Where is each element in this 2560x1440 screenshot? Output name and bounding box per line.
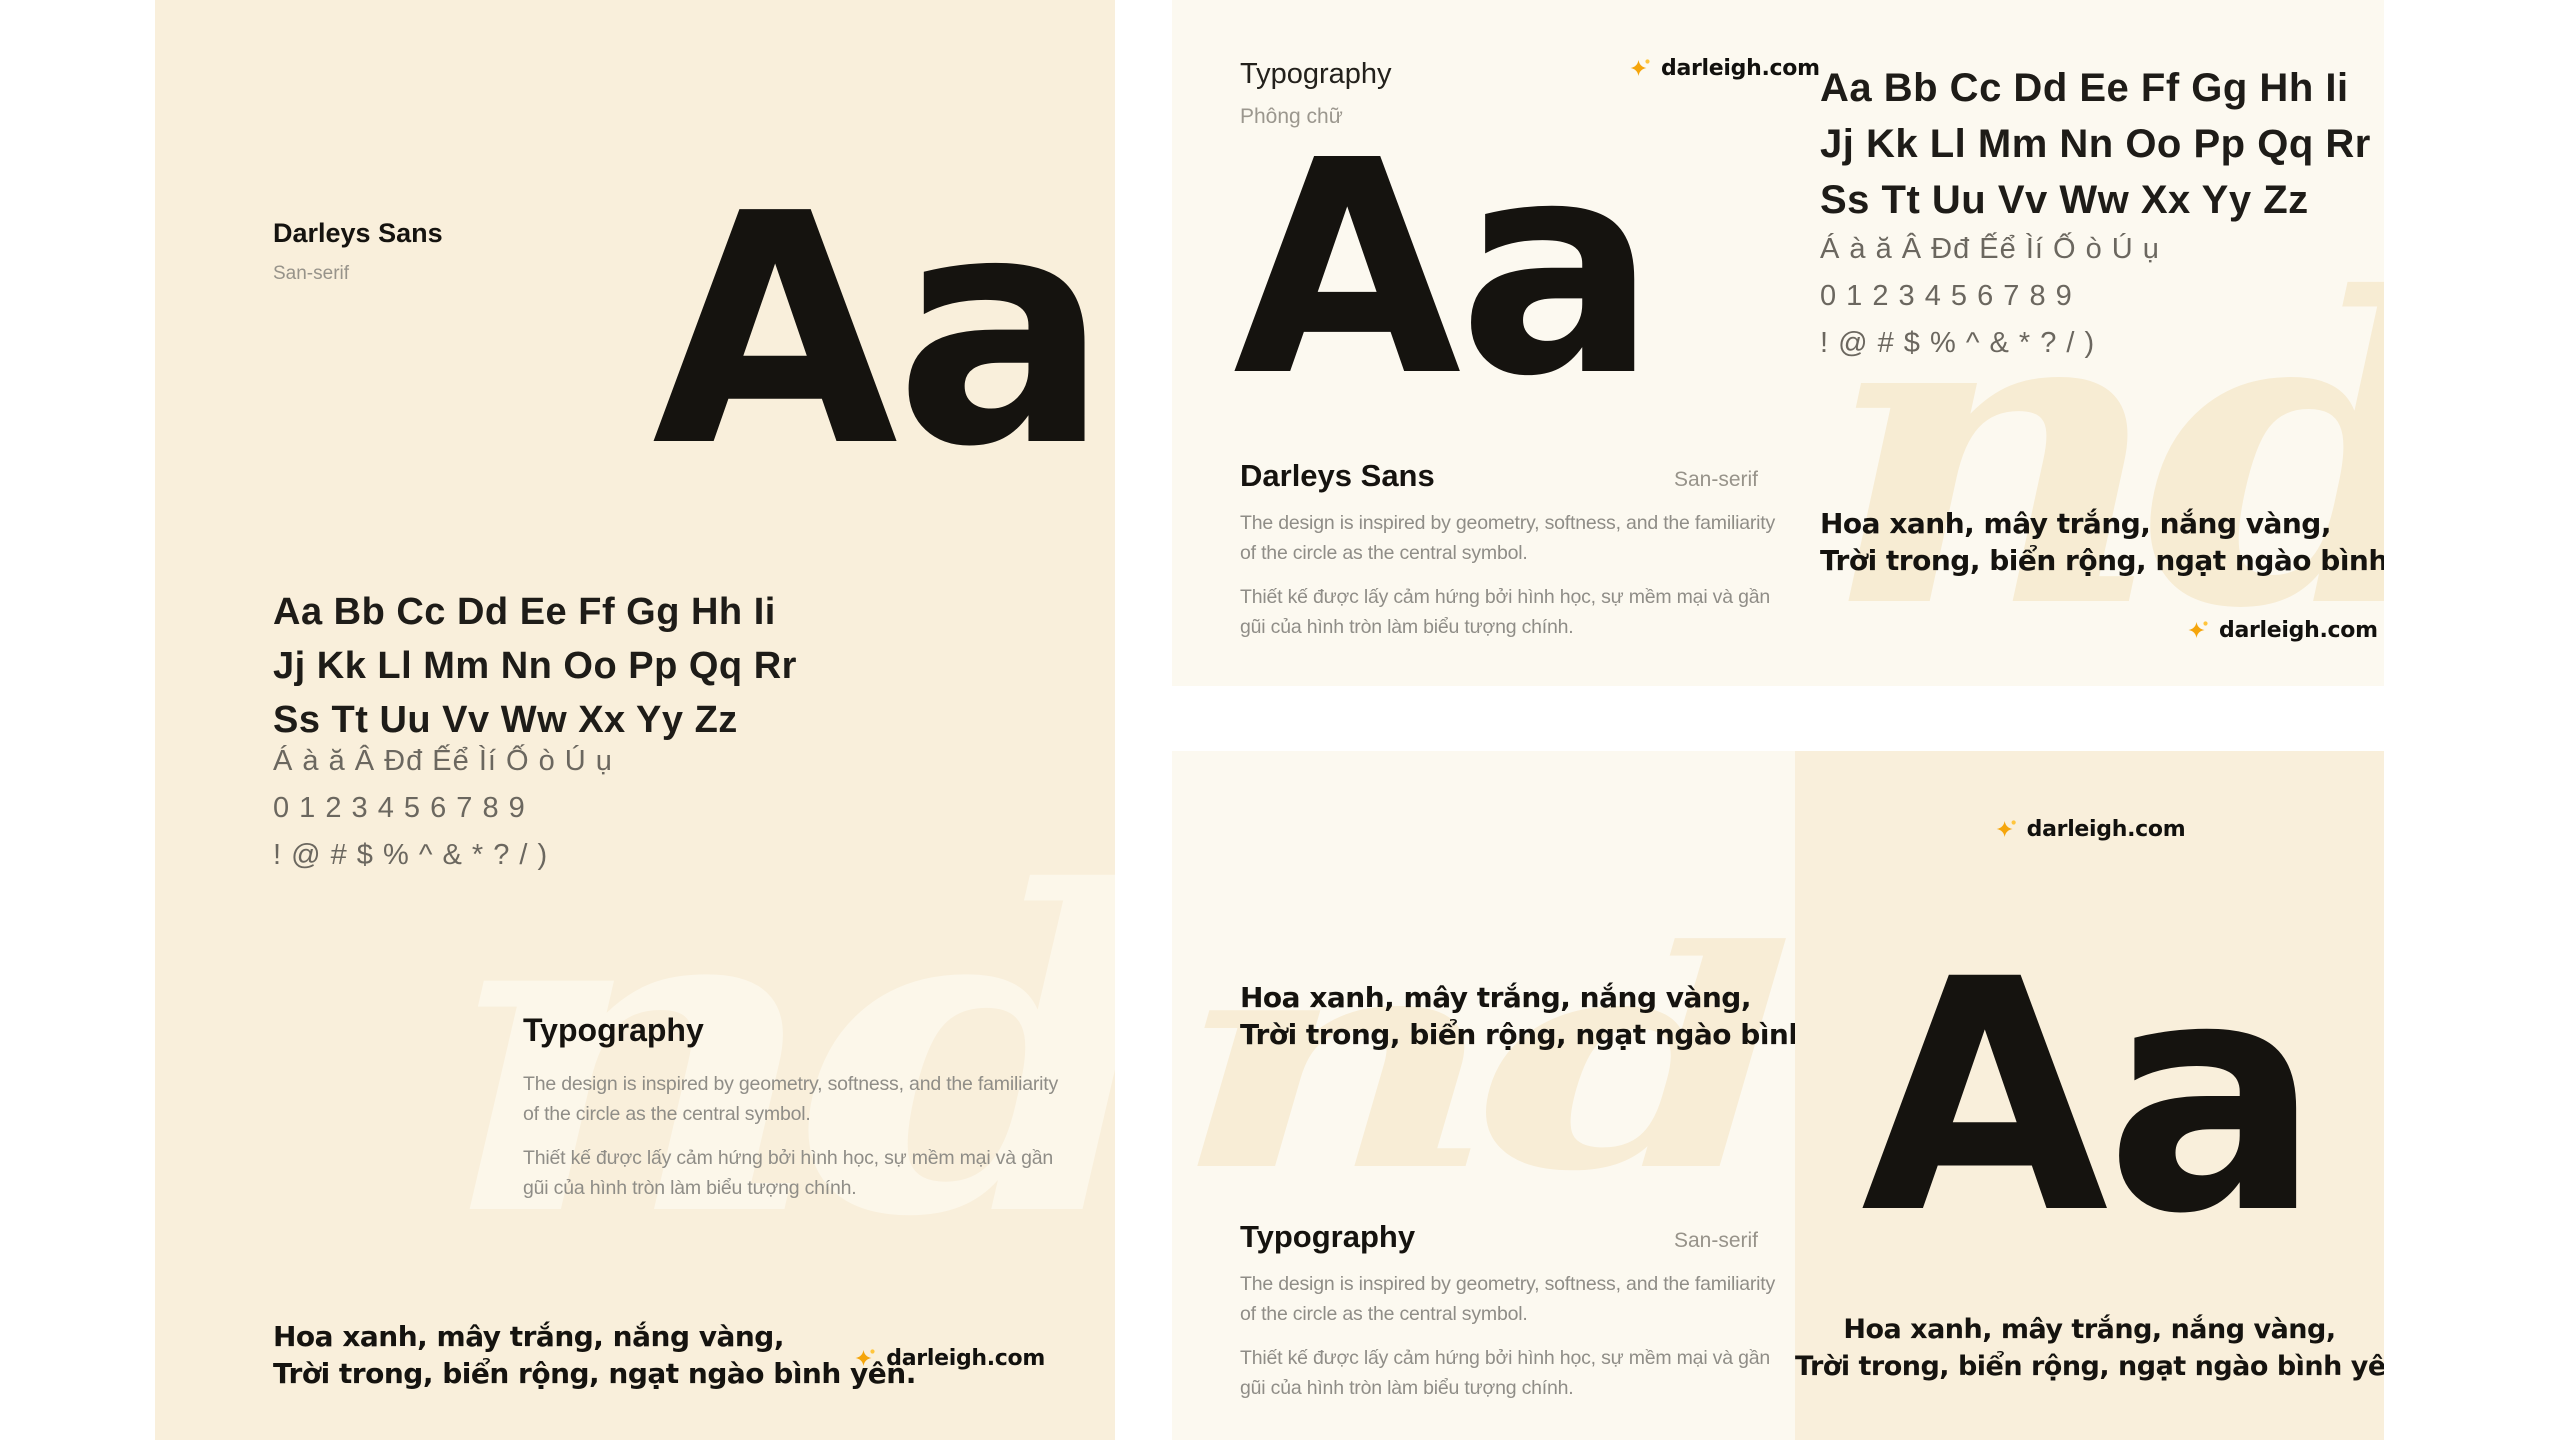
symbols-row: ! @ # $ % ^ & * ? / ) [273, 839, 549, 871]
specimen-panel-top: nd Typography Phông chữ darleigh.com Aa … [1172, 0, 2384, 686]
font-description: The design is inspired by geometry, soft… [1240, 1269, 1780, 1403]
symbols-row: ! @ # $ % ^ & * ? / ) [1820, 327, 2096, 359]
brand-domain: darleigh.com [2026, 817, 2186, 842]
alphabet-block: Aa Bb Cc Dd Ee Ff Gg Hh Ii Jj Kk Ll Mm N… [273, 585, 797, 747]
sparkle-icon [2186, 619, 2210, 643]
sample-line-1: Hoa xanh, mây trắng, nắng vàng, [273, 1320, 784, 1353]
sample-sentence: Hoa xanh, mây trắng, nắng vàng, Trời tro… [273, 1318, 916, 1392]
sparkle-icon [853, 1347, 877, 1371]
font-classification: San-serif [273, 263, 350, 284]
alphabet-row-3: Ss Tt Uu Vv Ww Xx Yy Zz [273, 699, 738, 741]
description-en: The design is inspired by geometry, soft… [1240, 512, 1776, 564]
monogram-watermark: nd [1822, 208, 2384, 686]
description-en: The design is inspired by geometry, soft… [523, 1073, 1059, 1125]
brand-logo: darleigh.com [2186, 618, 2378, 643]
sample-sentence: Hoa xanh, mây trắng, nắng vàng, Trời tro… [1820, 505, 2384, 579]
font-name-row: Darleys Sans San-serif [1240, 458, 1758, 494]
sample-sentence: Hoa xanh, mây trắng, nắng vàng, Trời tro… [1240, 979, 1795, 1053]
alphabet-row-2: Jj Kk Ll Mm Nn Oo Pp Qq Rr [273, 645, 797, 687]
brand-domain: darleigh.com [2219, 618, 2378, 643]
sample-line-2: Trời trong, biển rộng, ngạt ngào bình yê… [1795, 1351, 2384, 1382]
sparkle-icon [1994, 818, 2018, 842]
sample-sentence: Hoa xanh, mây trắng, nắng vàng, Trời tro… [1795, 1311, 2384, 1385]
monogram-watermark: nd [1172, 884, 1795, 1237]
font-classification: San-serif [1673, 1229, 1758, 1252]
alphabet-row-3: Ss Tt Uu Vv Ww Xx Yy Zz [1820, 178, 2309, 222]
header-title: Typography [1240, 58, 1392, 90]
section-title: Typography [1240, 1219, 1416, 1254]
font-name: Darleys Sans [273, 218, 443, 248]
brand-logo: darleigh.com [1994, 817, 2186, 842]
brand-domain: darleigh.com [886, 1346, 1045, 1371]
alphabet-block: Aa Bb Cc Dd Ee Ff Gg Hh Ii Jj Kk Ll Mm N… [1820, 60, 2371, 228]
accented-glyphs-row: Á à ă Â Đđ Ếể Ìí Ố ò Ú ụ [1820, 233, 2160, 265]
glyph-extras-block: Á à ă Â Đđ Ếể Ìí Ố ò Ú ụ 0 1 2 3 4 5 6 7… [273, 738, 613, 879]
section-title: Typography [523, 1012, 704, 1048]
specimen-panel-bottom-right: darleigh.com Aa Hoa xanh, mây trắng, nắn… [1795, 751, 2384, 1440]
sparkle-icon [1628, 57, 1652, 81]
description-vi: Thiết kế được lấy cảm hứng bởi hình học,… [523, 1147, 1054, 1199]
brand-logo: darleigh.com [1628, 56, 1820, 81]
brand-domain: darleigh.com [1661, 56, 1820, 81]
monogram-watermark: nd [440, 796, 1115, 1313]
sample-line-1: Hoa xanh, mây trắng, nắng vàng, [1843, 1314, 2336, 1345]
alphabet-row-1: Aa Bb Cc Dd Ee Ff Gg Hh Ii [273, 591, 776, 633]
font-name: Darleys Sans [1240, 458, 1435, 493]
alphabet-row-1: Aa Bb Cc Dd Ee Ff Gg Hh Ii [1820, 66, 2349, 110]
font-description: The design is inspired by geometry, soft… [1240, 508, 1780, 642]
sample-line-1: Hoa xanh, mây trắng, nắng vàng, [1240, 981, 1751, 1014]
typography-name-row: Typography San-serif [1240, 1219, 1758, 1255]
sample-line-1: Hoa xanh, mây trắng, nắng vàng, [1820, 507, 2331, 540]
font-name-block: Darleys Sans San-serif [273, 218, 443, 285]
description-en: The design is inspired by geometry, soft… [1240, 1273, 1776, 1325]
alphabet-row-2: Jj Kk Ll Mm Nn Oo Pp Qq Rr [1820, 122, 2371, 166]
sample-line-2: Trời trong, biển rộng, ngạt ngào bình yê… [273, 1357, 916, 1390]
header-subtitle-vi: Phông chữ [1240, 105, 1343, 128]
glyph-extras-block: Á à ă Â Đđ Ếể Ìí Ố ò Ú ụ 0 1 2 3 4 5 6 7… [1820, 226, 2160, 367]
font-classification: San-serif [1673, 468, 1758, 491]
specimen-panel-bottom-middle: nd Hoa xanh, mây trắng, nắng vàng, Trời … [1172, 751, 1795, 1440]
description-vi: Thiết kế được lấy cảm hứng bởi hình học,… [1240, 1347, 1771, 1399]
accented-glyphs-row: Á à ă Â Đđ Ếể Ìí Ố ò Ú ụ [273, 745, 613, 777]
big-specimen-aa: Aa [1860, 912, 2321, 1284]
numerals-row: 0 1 2 3 4 5 6 7 8 9 [1820, 280, 2073, 312]
brand-logo: darleigh.com [853, 1346, 1045, 1371]
sample-line-2: Trời trong, biển rộng, ngạt ngào bình yê… [1820, 544, 2384, 577]
big-specimen-aa: Aa [1233, 97, 1657, 441]
typography-header: Typography Phông chữ [1240, 58, 1392, 129]
description-vi: Thiết kế được lấy cảm hứng bởi hình học,… [1240, 586, 1771, 638]
specimen-panel-left: nd Darleys Sans San-serif Aa Aa Bb Cc Dd… [155, 0, 1115, 1440]
font-description: The design is inspired by geometry, soft… [523, 1069, 1068, 1203]
sample-line-2: Trời trong, biển rộng, ngạt ngào bình yê… [1240, 1018, 1795, 1051]
numerals-row: 0 1 2 3 4 5 6 7 8 9 [273, 792, 526, 824]
big-specimen-aa: Aa [652, 146, 1110, 516]
typography-section: Typography The design is inspired by geo… [523, 1012, 1068, 1203]
